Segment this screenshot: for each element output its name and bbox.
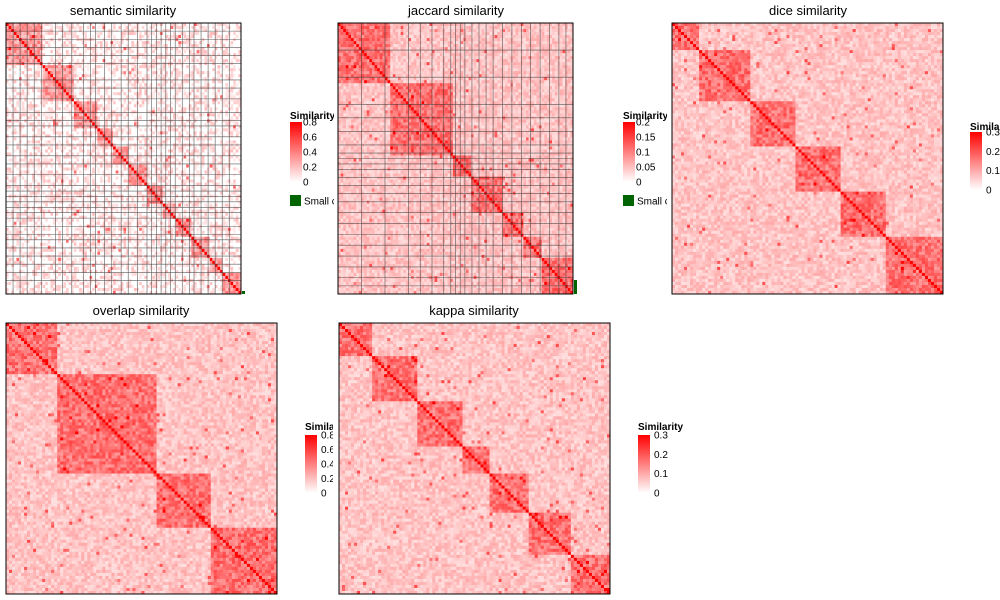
legend-tick-label: 0.1	[636, 148, 650, 159]
small-cluster-marker	[574, 280, 577, 294]
legend-tick-label: 0	[986, 186, 992, 197]
legend-color-bar	[305, 435, 317, 493]
legend-color-bar	[970, 132, 982, 190]
legend-color-bar	[623, 122, 635, 182]
legend-tick-label: 0.4	[303, 148, 317, 159]
heatmap-figure: semantic similaritySimilarity00.20.40.60…	[0, 0, 1000, 600]
legend-tick-label: 0.05	[636, 163, 656, 174]
panel-title: dice similarity	[769, 3, 848, 18]
legend-tick-label: 0.2	[654, 450, 668, 461]
panel-title: jaccard similarity	[407, 3, 505, 18]
legend-tick-label: 0.2	[986, 147, 1000, 158]
legend-tick-label: 0.2	[321, 474, 335, 485]
legend-tick-label: 0.8	[321, 431, 335, 442]
heatmap-cells	[339, 323, 610, 594]
legend-tick-label: 0.6	[321, 445, 335, 456]
legend-small-cluster-swatch	[623, 195, 634, 206]
panel-title: overlap similarity	[93, 303, 190, 318]
legend-tick-label: 0.1	[654, 469, 668, 480]
legend-tick-label: 0.15	[636, 133, 656, 144]
legend-tick-label: 0	[636, 178, 642, 189]
legend-tick-label: 0	[303, 178, 309, 189]
legend-tick-label: 0.8	[303, 118, 317, 129]
legend-small-cluster-swatch	[290, 195, 301, 206]
panel-title: semantic similarity	[70, 3, 177, 18]
heatmap-panel-2: jaccard similaritySimilarity00.050.10.15…	[338, 3, 695, 294]
legend-color-bar	[290, 122, 302, 182]
legend-tick-label: 0.1	[986, 166, 1000, 177]
heatmap-panel-4: overlap similaritySimilarity00.20.40.60.…	[6, 303, 350, 594]
heatmap-cells	[672, 23, 943, 294]
legend-tick-label: 0	[654, 489, 660, 500]
legend-tick-label: 0.4	[321, 460, 335, 471]
legend-color-bar	[638, 435, 650, 493]
legend-tick-label: 0.3	[986, 128, 1000, 139]
panel-title: kappa similarity	[429, 303, 519, 318]
heatmap-cells	[6, 323, 277, 594]
small-cluster-marker	[242, 291, 245, 294]
legend-tick-label: 0.2	[636, 118, 650, 129]
legend-tick-label: 0.3	[654, 431, 668, 442]
legend-tick-label: 0.2	[303, 163, 317, 174]
legend-tick-label: 0.6	[303, 133, 317, 144]
legend-tick-label: 0	[321, 489, 327, 500]
heatmap-panel-1: semantic similaritySimilarity00.20.40.60…	[6, 3, 362, 294]
